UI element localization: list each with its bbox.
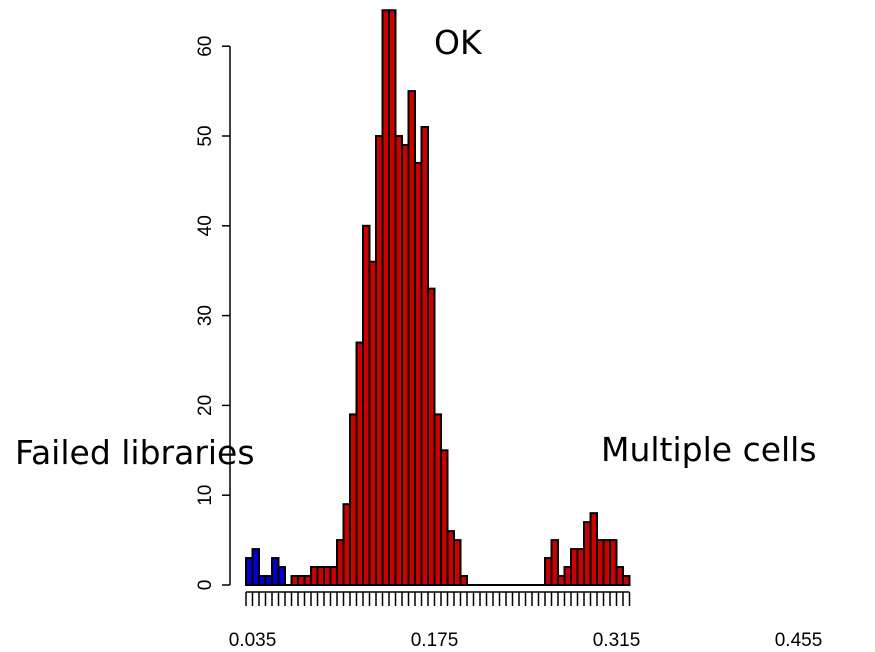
y-tick-label-50: 50	[195, 125, 216, 146]
y-tick-label-40: 40	[195, 215, 216, 236]
bars-group	[245, 9, 631, 587]
bar-30	[440, 449, 449, 586]
bar-58	[622, 575, 631, 587]
y-tick-label-60: 60	[195, 36, 216, 57]
y-axis: 0 10 20 30 40 50 60	[195, 36, 231, 591]
bar-1	[251, 548, 260, 587]
annotation-multiple-cells: Multiple cells	[601, 430, 817, 469]
bar-32	[453, 539, 462, 586]
x-tick-label-1: 0.175	[411, 630, 459, 651]
y-tick-label-10: 10	[195, 485, 216, 506]
bar-33	[459, 575, 468, 587]
x-tick-label-2: 0.315	[593, 630, 641, 651]
bar-47	[550, 539, 559, 586]
y-tick-label-30: 30	[195, 305, 216, 326]
y-tick-label-20: 20	[195, 395, 216, 416]
annotation-ok: OK	[434, 23, 483, 62]
x-tick-label-0: 0.035	[229, 630, 277, 651]
bar-56	[609, 539, 618, 586]
bar-5	[277, 566, 286, 586]
annotation-failed-libraries: Failed libraries	[15, 433, 255, 472]
y-tick-label-0: 0	[195, 580, 216, 591]
x-tick-label-3: 0.455	[775, 630, 823, 651]
